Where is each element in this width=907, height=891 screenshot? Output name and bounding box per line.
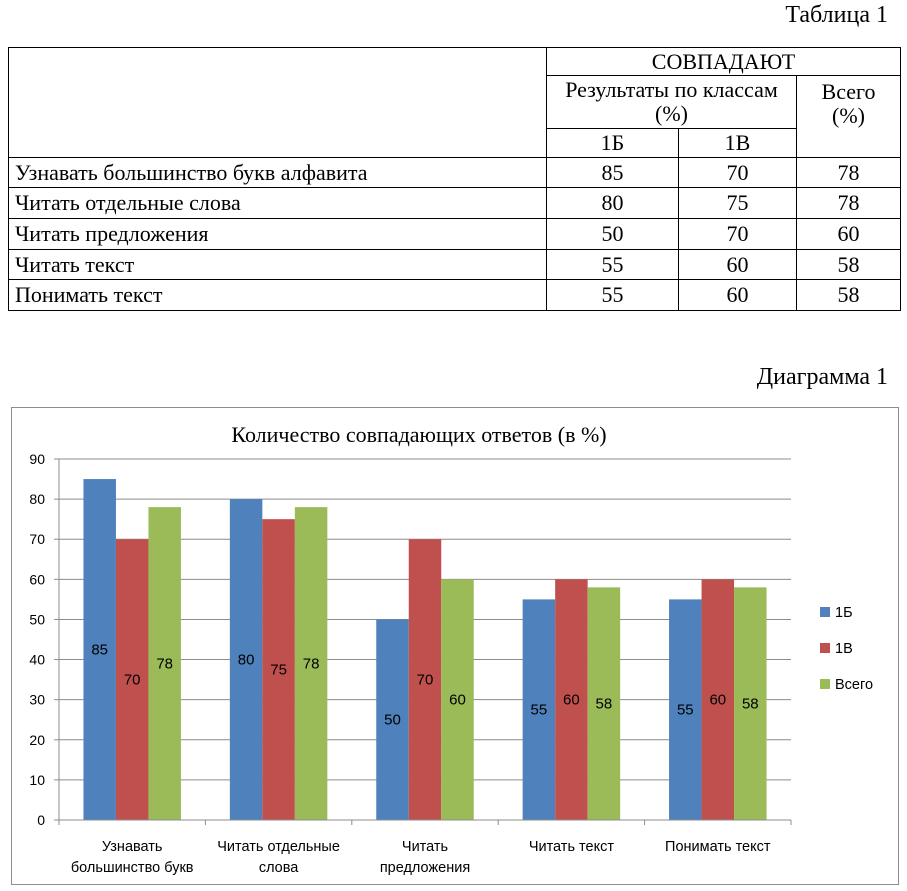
table-row: Узнавать большинство букв алфавита 85 70… (8, 157, 901, 188)
legend: 1Б 1В Всего (820, 605, 873, 693)
y-tick-label: 50 (29, 611, 45, 627)
cell-value: 55 (546, 249, 679, 280)
row-label: Читать отдельные слова (8, 187, 547, 219)
bar (555, 579, 588, 820)
y-tick-label: 60 (29, 571, 45, 587)
x-tick-label: Читать отдельные (217, 839, 340, 855)
x-tick-label: слова (259, 860, 299, 876)
y-tick-label: 70 (29, 531, 45, 547)
chart-caption: Диаграмма 1 (756, 364, 888, 390)
bar (262, 519, 295, 820)
bar (587, 587, 621, 820)
data-label: 58 (742, 696, 759, 713)
y-tick-label: 20 (29, 732, 45, 748)
group-header: СОВПАДАЮТ (546, 47, 901, 76)
row-label: Читать предложения (8, 218, 547, 250)
bars-layer: 85 70 78 80 75 78 50 70 60 55 60 58 55 60 58 (83, 479, 767, 820)
cell-value: 85 (546, 157, 679, 188)
cell-value: 50 (546, 218, 679, 250)
bar-chart: Количество совпадающих ответов (в %) 85 7… (29, 422, 873, 876)
cell-value: 70 (678, 157, 797, 188)
legend-swatch (820, 679, 830, 689)
cell-value: 58 (796, 249, 901, 280)
cell-value: 55 (546, 279, 679, 311)
table-corner-cell (8, 47, 547, 158)
legend-label: 1В (835, 641, 853, 657)
x-tick-label: Узнавать (102, 839, 163, 855)
x-tick-label: Читать текст (529, 839, 615, 855)
x-tick-label: большинство букв (71, 860, 194, 876)
data-label: 55 (677, 702, 694, 719)
table-caption: Таблица 1 (785, 2, 888, 28)
cell-value: 78 (796, 157, 901, 188)
y-tick-label: 40 (29, 652, 45, 668)
col-header-1v: 1В (678, 128, 797, 158)
data-label: 70 (124, 672, 141, 689)
cell-value: 60 (796, 218, 901, 250)
cell-value: 75 (678, 187, 797, 219)
table-row: Читать предложения 50 70 60 (8, 218, 901, 250)
data-label: 60 (709, 692, 726, 709)
bar (229, 499, 263, 820)
bar (294, 507, 328, 820)
legend-label: 1Б (835, 605, 853, 621)
legend-swatch (820, 607, 830, 617)
data-label: 55 (531, 702, 548, 719)
chart-title: Количество совпадающих ответов (в %) (231, 422, 606, 447)
bar (376, 619, 409, 820)
y-tick-label: 80 (29, 491, 45, 507)
bar (734, 587, 767, 820)
row-label: Узнавать большинство букв алфавита (8, 157, 547, 188)
data-label: 58 (596, 696, 613, 713)
y-tick-label: 30 (29, 692, 45, 708)
legend-swatch (820, 643, 830, 653)
results-table: СОВПАДАЮТ Результаты по классам (%) Всег… (8, 47, 901, 311)
cell-value: 78 (796, 187, 901, 219)
data-label: 80 (238, 652, 255, 669)
bar (669, 599, 702, 820)
bar (441, 579, 474, 820)
cell-value: 60 (678, 279, 797, 311)
chart-container: Количество совпадающих ответов (в %) 85 7… (11, 407, 899, 885)
bar (83, 479, 116, 820)
data-label: 78 (156, 656, 173, 673)
data-label: 78 (303, 656, 320, 673)
axis-layer: 0 10 20 30 40 50 60 70 80 90 Узнавать большинство б… (29, 451, 792, 876)
sub-header: Результаты по классам (%) (546, 75, 797, 129)
cell-value: 80 (546, 187, 679, 219)
y-tick-label: 90 (29, 451, 45, 467)
table-row: Понимать текст 55 60 58 (8, 279, 901, 311)
bar (115, 539, 149, 820)
table-row: Читать текст 55 60 58 (8, 249, 901, 280)
x-tick-label: Понимать текст (665, 839, 771, 855)
bar (701, 579, 735, 820)
cell-value: 58 (796, 279, 901, 311)
bar (408, 539, 442, 820)
data-label: 60 (563, 692, 580, 709)
cell-value: 70 (678, 218, 797, 250)
row-label: Понимать текст (8, 279, 547, 311)
x-tick-label: Читать (402, 839, 448, 855)
cell-value: 60 (678, 249, 797, 280)
table-row: Читать отдельные слова 80 75 78 (8, 187, 901, 219)
row-label: Читать текст (8, 249, 547, 280)
data-label: 75 (270, 662, 287, 679)
col-header-1b: 1Б (546, 128, 679, 158)
bar (522, 599, 556, 820)
y-tick-label: 10 (29, 772, 45, 788)
x-tick-label: предложения (380, 860, 470, 876)
data-label: 70 (417, 672, 434, 689)
total-header: Всего (%) (796, 75, 901, 158)
data-label: 85 (91, 642, 108, 659)
y-tick-label: 0 (37, 812, 45, 828)
data-label: 60 (449, 692, 466, 709)
legend-label: Всего (835, 677, 873, 693)
bar (148, 507, 181, 820)
data-label: 50 (384, 712, 401, 729)
